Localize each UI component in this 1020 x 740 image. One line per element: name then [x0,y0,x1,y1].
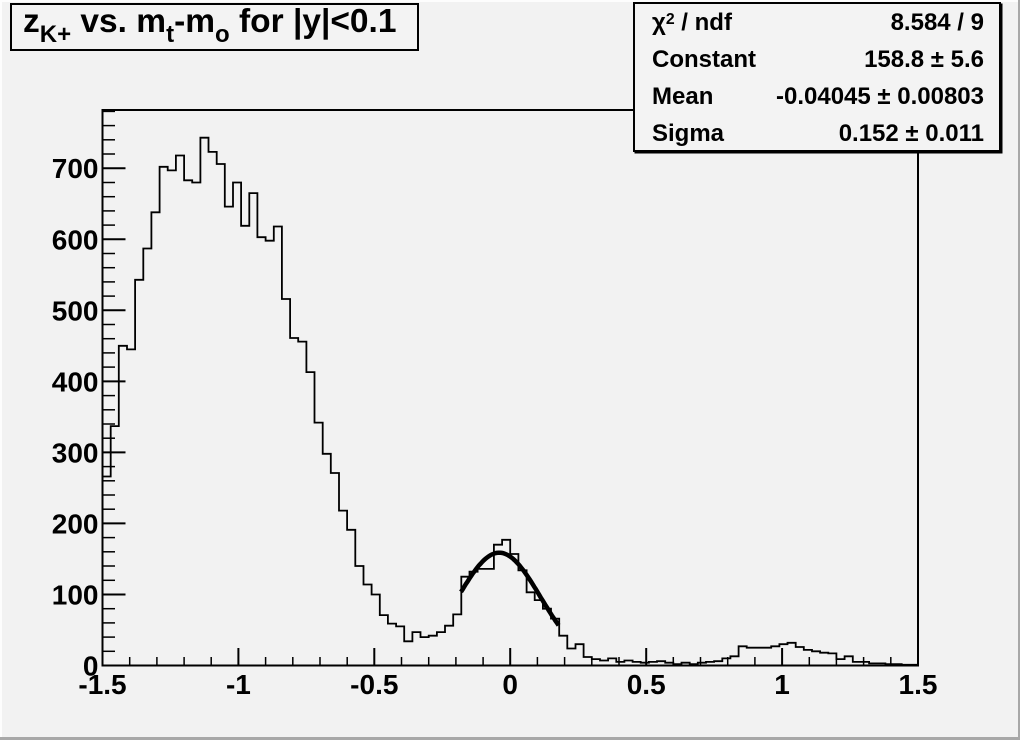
svg-text:400: 400 [52,366,99,397]
svg-text:0: 0 [83,651,99,682]
svg-text:0.5: 0.5 [627,669,666,700]
svg-text:0: 0 [502,669,518,700]
svg-text:300: 300 [52,437,99,468]
svg-text:-1: -1 [226,669,251,700]
svg-text:-0.5: -0.5 [350,669,398,700]
svg-text:1.5: 1.5 [899,669,938,700]
svg-text:200: 200 [52,508,99,539]
svg-text:-1.5: -1.5 [78,669,126,700]
svg-text:600: 600 [52,224,99,255]
svg-text:500: 500 [52,295,99,326]
svg-text:1: 1 [774,669,790,700]
svg-text:700: 700 [52,153,99,184]
svg-text:100: 100 [52,580,99,611]
